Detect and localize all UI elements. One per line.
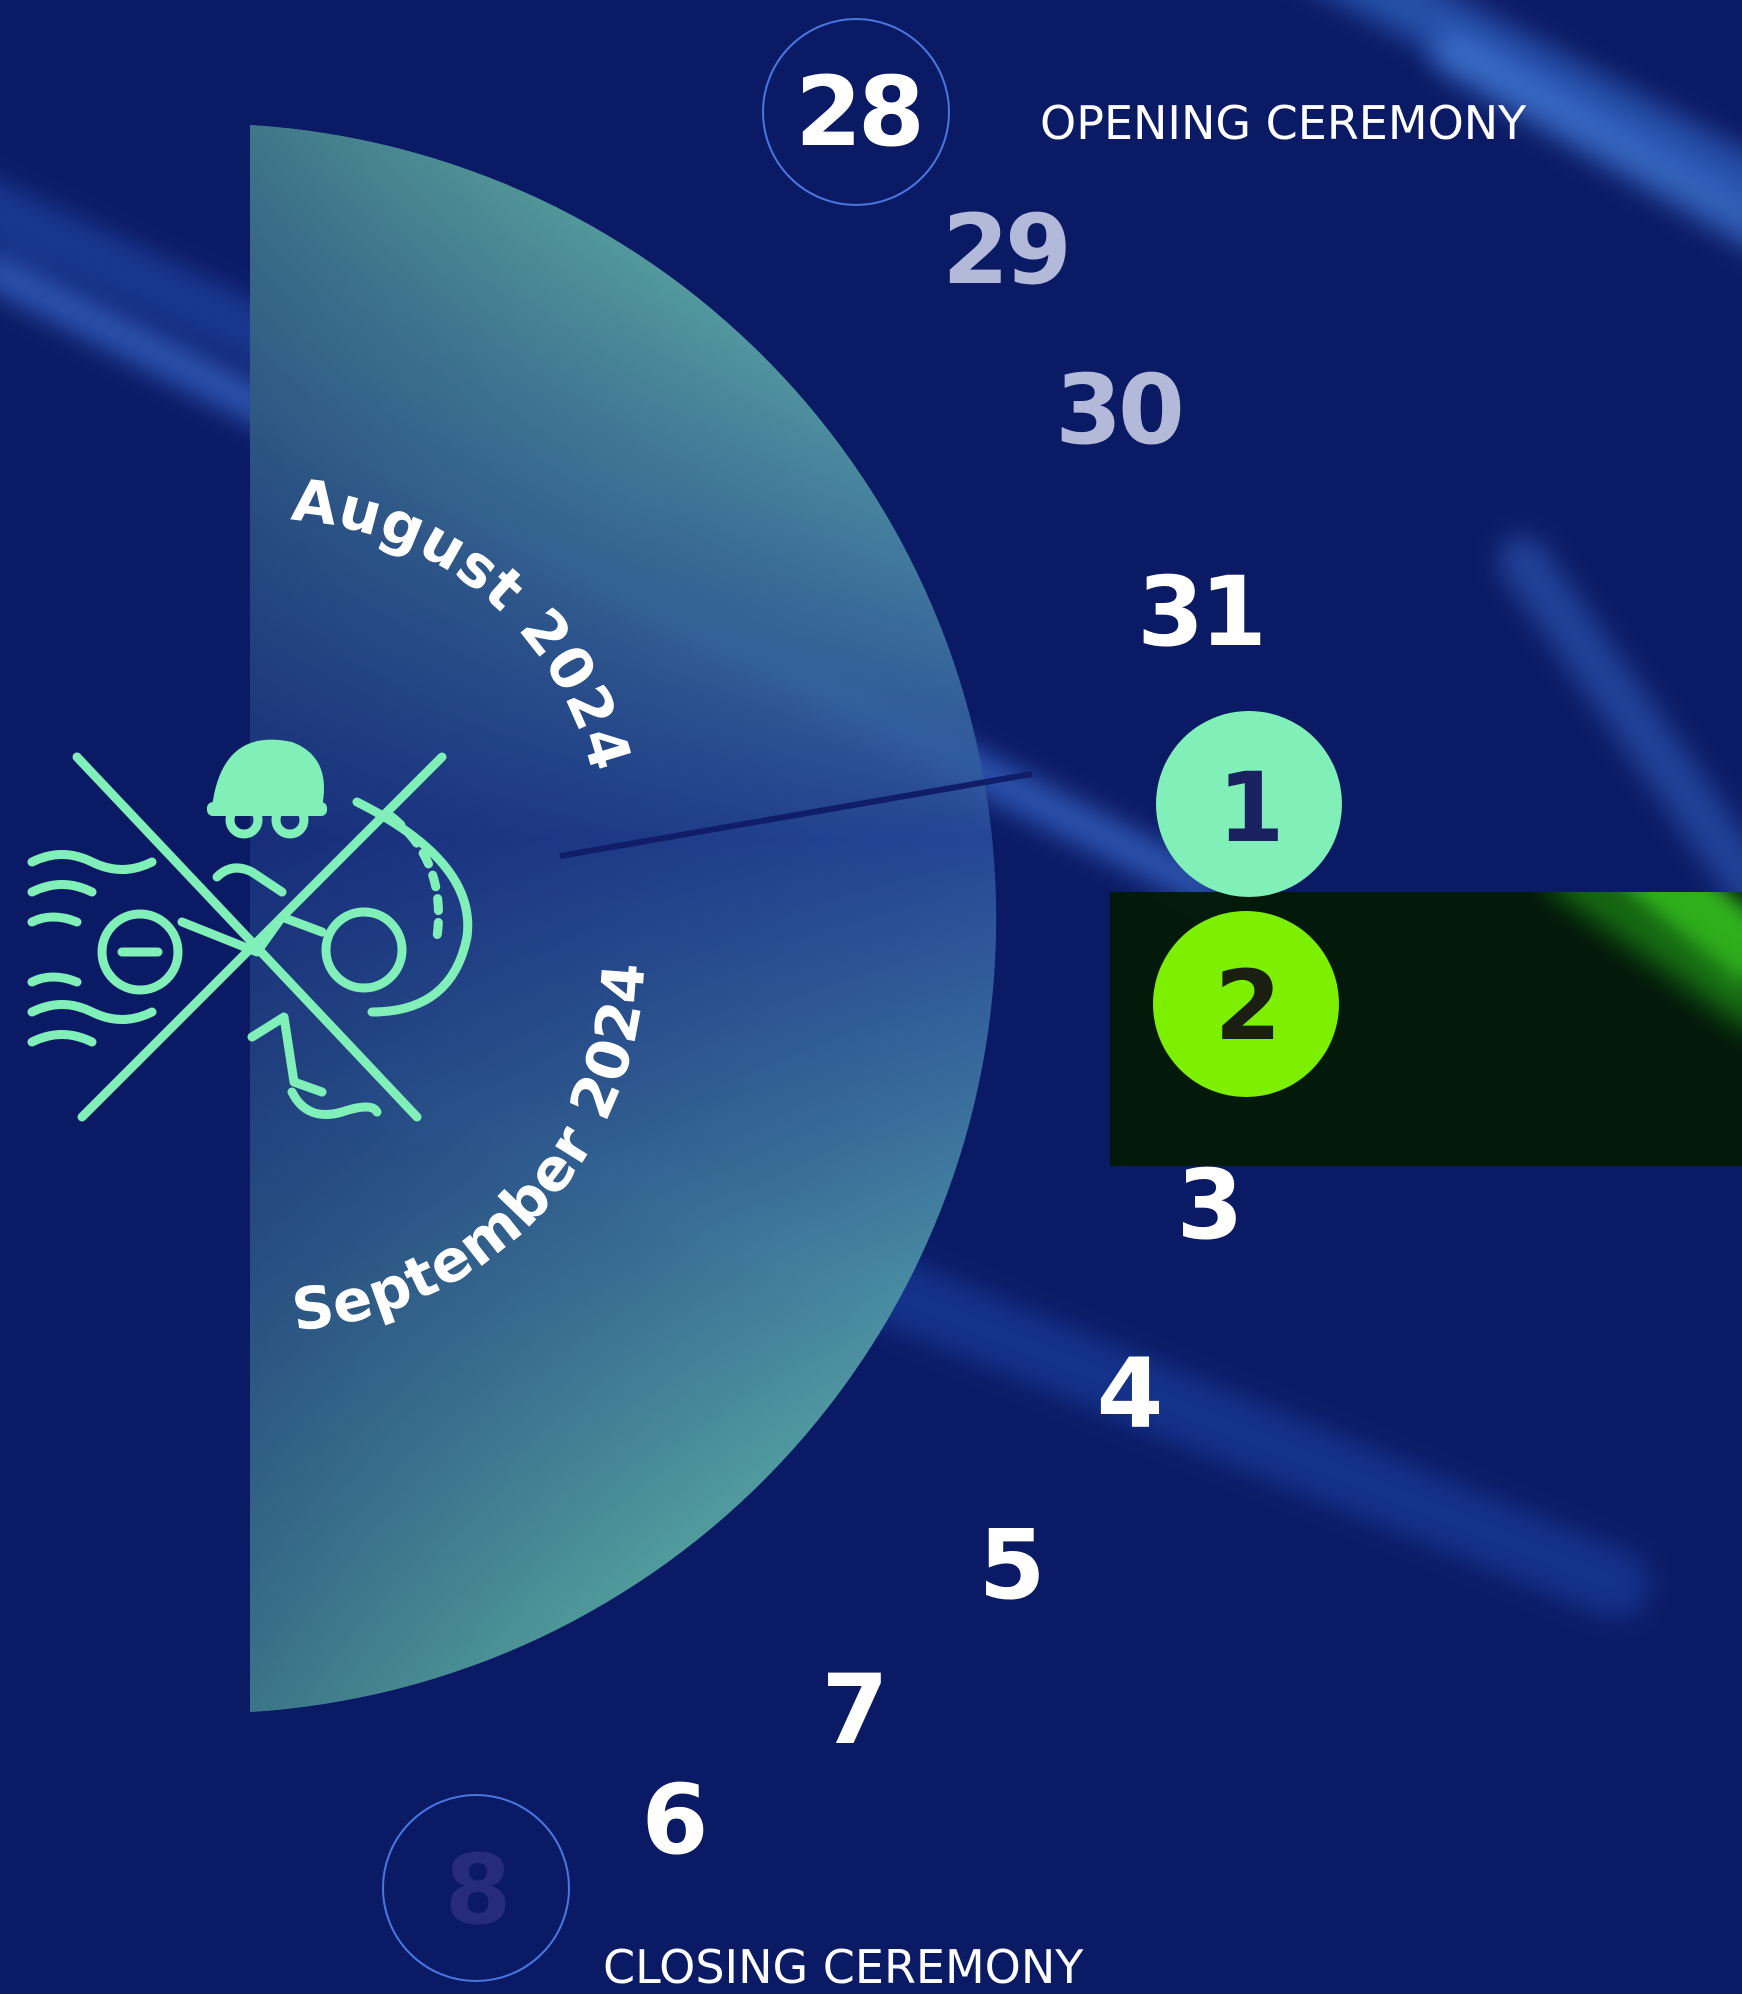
day-3[interactable]: 3 [1176, 1149, 1244, 1261]
day-30[interactable]: 30 [1055, 354, 1185, 466]
day-2[interactable]: 2 [1214, 950, 1282, 1062]
day-1[interactable]: 1 [1217, 752, 1285, 864]
day-2-selected [1153, 911, 1339, 1097]
day-31[interactable]: 31 [1137, 556, 1267, 668]
swim-bike-run-icon [27, 739, 473, 1122]
opening-ceremony-label: OPENING CEREMONY [1040, 96, 1527, 150]
day-1-highlight [1156, 711, 1342, 897]
day-4[interactable]: 4 [1096, 1338, 1164, 1450]
day-28-ring [762, 18, 950, 206]
closing-ceremony-label: CLOSING CEREMONY [603, 1940, 1084, 1994]
day-7[interactable]: 7 [821, 1654, 889, 1766]
month-divider [559, 771, 1033, 859]
day-29[interactable]: 29 [942, 194, 1072, 306]
day-5[interactable]: 5 [978, 1509, 1046, 1621]
day-8-ring [382, 1794, 570, 1982]
day-8[interactable]: 8 [444, 1834, 512, 1946]
day-6[interactable]: 6 [641, 1764, 709, 1876]
day-28[interactable]: 28 [795, 56, 925, 168]
